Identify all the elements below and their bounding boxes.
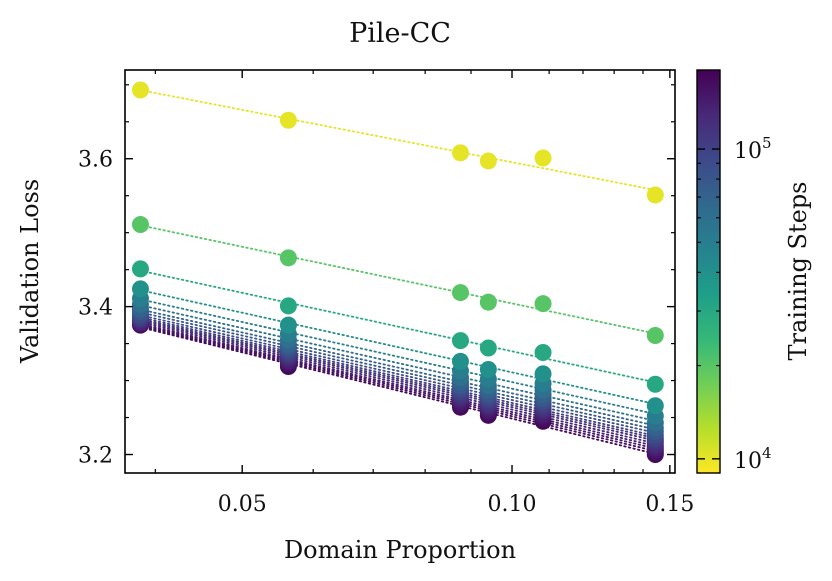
fit-line <box>139 325 657 452</box>
colorbar-tick-label: 105 <box>734 134 772 164</box>
fit-line <box>139 321 657 445</box>
y-axis-label: Validation Loss <box>16 179 44 364</box>
colorbar-tick-label: 104 <box>734 444 772 474</box>
data-point <box>279 316 297 334</box>
y-tick-label: 3.2 <box>78 444 113 469</box>
data-point <box>131 260 149 278</box>
data-point <box>479 293 497 311</box>
data-point <box>131 81 149 99</box>
fit-line <box>139 224 657 335</box>
fit-lines <box>139 89 657 455</box>
data-point <box>479 152 497 170</box>
data-point <box>279 111 297 129</box>
data-point <box>451 284 469 302</box>
fit-line <box>139 304 657 422</box>
fit-line <box>139 298 657 415</box>
data-point <box>646 397 664 415</box>
data-point <box>279 297 297 315</box>
data-point <box>534 295 552 313</box>
fit-line <box>139 326 657 455</box>
fit-line <box>139 322 657 447</box>
plot-area: 0.05 0.10 0.15 3.2 3.4 3.6 <box>78 69 694 517</box>
data-point <box>131 280 149 298</box>
fit-line <box>139 319 657 442</box>
fit-line <box>139 323 657 450</box>
data-point <box>534 343 552 361</box>
x-axis-label: Domain Proportion <box>284 536 516 564</box>
fit-line <box>139 89 657 191</box>
colorbar-tick-exponent: 5 <box>762 134 772 152</box>
plot-frame <box>124 69 676 474</box>
data-points <box>131 81 664 464</box>
chart-title: Pile-CC <box>349 18 451 49</box>
data-point <box>534 365 552 383</box>
colorbar-tick-base: 10 <box>734 139 762 164</box>
fit-line <box>139 269 657 384</box>
x-tick-label: 0.15 <box>645 492 694 517</box>
y-axis-ticks: 3.2 3.4 3.6 <box>78 84 675 469</box>
x-tick-label: 0.10 <box>488 492 537 517</box>
colorbar-bar <box>696 69 721 474</box>
fit-line <box>139 318 657 440</box>
data-point <box>646 375 664 393</box>
y-tick-label: 3.4 <box>78 296 113 321</box>
fit-line <box>139 314 657 434</box>
colorbar-label: Training Steps <box>784 181 812 360</box>
data-point <box>479 339 497 357</box>
y-tick-label: 3.6 <box>78 148 113 173</box>
fit-line <box>139 316 657 437</box>
colorbar-tick-base: 10 <box>734 449 762 474</box>
data-point <box>451 332 469 350</box>
data-point <box>451 144 469 162</box>
data-point <box>479 360 497 378</box>
fit-line <box>139 311 657 431</box>
x-tick-label: 0.05 <box>218 492 267 517</box>
fit-line <box>139 308 657 427</box>
data-point <box>646 326 664 344</box>
colorbar-tick-exponent: 4 <box>762 444 772 462</box>
data-point <box>131 216 149 234</box>
data-point <box>646 186 664 204</box>
fit-line <box>139 289 657 405</box>
data-point <box>534 149 552 167</box>
data-point <box>279 249 297 267</box>
data-point <box>451 352 469 370</box>
x-axis-ticks: 0.05 0.10 0.15 <box>154 70 694 517</box>
